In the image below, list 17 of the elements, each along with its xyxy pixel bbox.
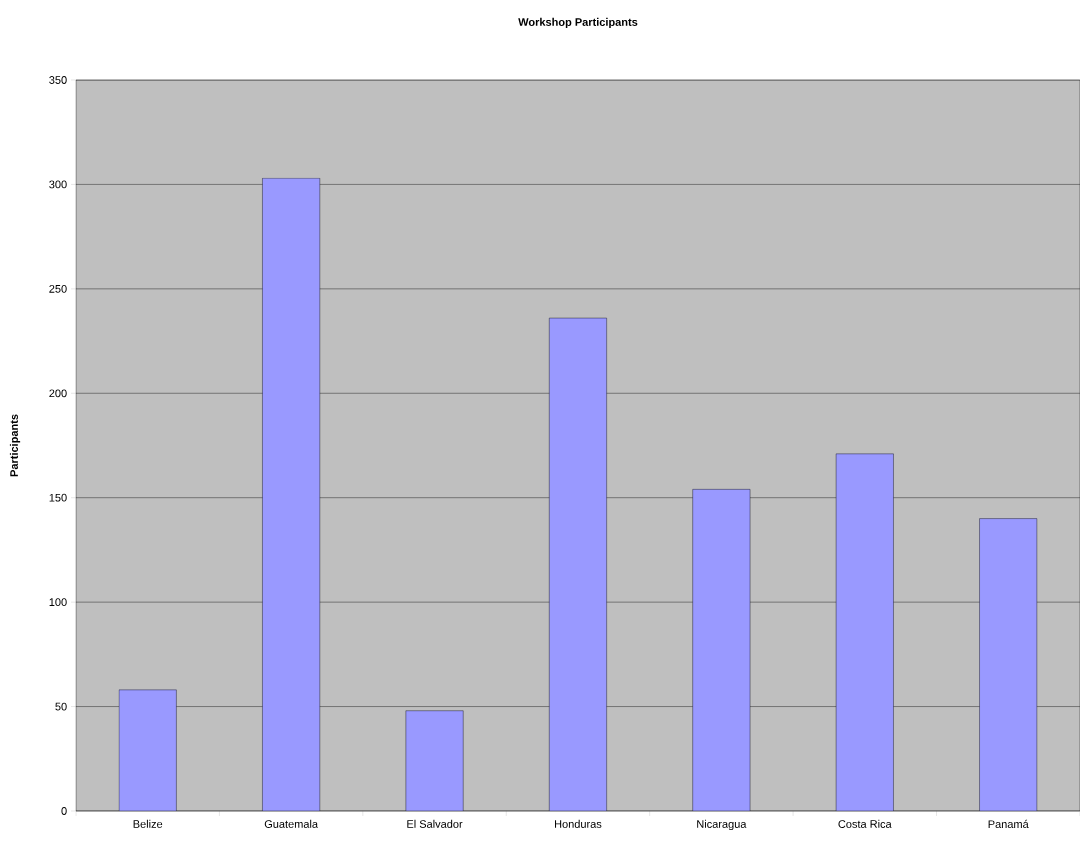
y-tick-label: 200 xyxy=(49,389,67,398)
x-tick-label: Honduras xyxy=(555,819,602,828)
y-tick-label: 300 xyxy=(49,180,67,189)
x-tick-label: Nicaragua xyxy=(697,819,747,831)
y-tick-label: 350 xyxy=(49,76,67,84)
x-tick-label: Guatemala xyxy=(264,819,319,828)
y-axis-title: Participants xyxy=(9,414,21,477)
y-tick-label: 250 xyxy=(49,284,67,293)
y-tick-label: 150 xyxy=(49,493,67,502)
x-tick-label: Panamá xyxy=(988,819,1029,829)
x-tick-label: El Salvador xyxy=(407,819,463,828)
chart-title: Workshop Participants xyxy=(518,17,638,29)
y-tick-label: 0 xyxy=(61,807,67,815)
x-tick-label: Belize xyxy=(133,819,163,828)
x-tick-label: Costa Rica xyxy=(838,819,892,828)
y-tick-label: 50 xyxy=(55,702,67,711)
y-tick-label: 100 xyxy=(49,598,67,607)
